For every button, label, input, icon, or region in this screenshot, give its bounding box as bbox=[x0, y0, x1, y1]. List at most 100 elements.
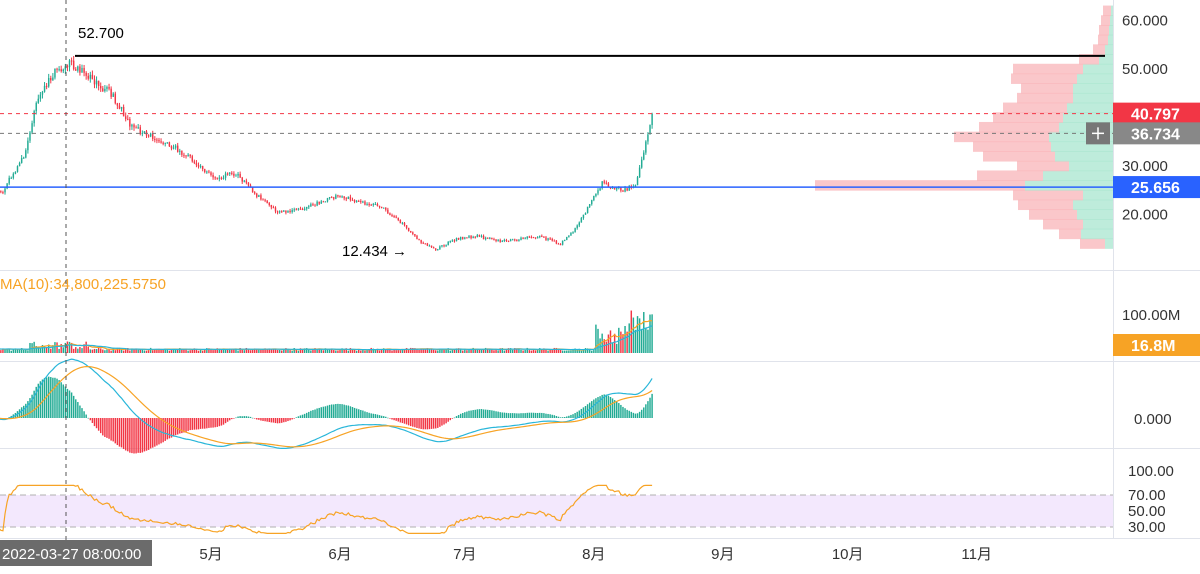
macd-histogram-bar bbox=[382, 416, 385, 418]
macd-histogram-bar bbox=[66, 388, 69, 418]
candle-body bbox=[226, 173, 229, 175]
candle-body bbox=[626, 188, 628, 191]
volume-bar bbox=[160, 348, 162, 353]
candle-body bbox=[624, 188, 626, 192]
macd-histogram-bar bbox=[47, 376, 50, 418]
macd-histogram-bar bbox=[434, 418, 437, 429]
candle-body bbox=[347, 196, 350, 199]
candle-body bbox=[2, 192, 4, 194]
candle-body bbox=[455, 237, 458, 242]
candle-body bbox=[237, 173, 239, 176]
volume-bar bbox=[114, 350, 117, 353]
macd-histogram-bar bbox=[253, 418, 256, 419]
candle-body bbox=[330, 197, 333, 199]
candle-body bbox=[507, 240, 510, 242]
candle-body bbox=[638, 167, 641, 178]
macd-histogram-bar bbox=[33, 390, 35, 418]
volume-profile-down-bar bbox=[993, 112, 1063, 123]
macd-histogram-bar bbox=[520, 413, 522, 418]
candle-body bbox=[611, 187, 614, 189]
candle-body bbox=[341, 196, 343, 198]
macd-histogram-bar bbox=[572, 414, 574, 418]
volume-bar bbox=[281, 350, 283, 353]
macd-histogram-bar bbox=[551, 414, 553, 418]
volume-bar bbox=[104, 350, 106, 353]
macd-histogram-bar bbox=[20, 407, 23, 418]
volume-bar bbox=[570, 350, 572, 353]
volume-bar bbox=[391, 350, 393, 353]
candle-body bbox=[366, 203, 368, 205]
macd-histogram-bar bbox=[351, 407, 354, 418]
candle-body bbox=[95, 80, 98, 85]
candle-body bbox=[133, 124, 135, 128]
candle-body bbox=[195, 162, 198, 166]
volume-bar bbox=[437, 350, 439, 353]
volume-bar bbox=[511, 349, 514, 353]
macd-histogram-bar bbox=[582, 407, 585, 418]
candle-body bbox=[320, 201, 323, 204]
candle-body bbox=[214, 177, 216, 179]
macd-histogram-bar bbox=[607, 395, 610, 418]
macd-histogram-bar bbox=[333, 404, 335, 418]
macd-histogram-bar bbox=[131, 418, 133, 454]
volume-profile-down-bar bbox=[977, 170, 1043, 181]
macd-histogram-bar bbox=[201, 418, 204, 429]
volume-bar bbox=[127, 348, 129, 353]
macd-histogram-bar bbox=[89, 418, 92, 421]
macd-histogram-bar bbox=[137, 418, 139, 453]
candle-body bbox=[318, 201, 320, 204]
candle-body bbox=[353, 200, 356, 202]
volume-bar bbox=[539, 348, 541, 353]
macd-histogram-bar bbox=[549, 414, 551, 418]
volume-bar bbox=[141, 349, 144, 353]
volume-bar bbox=[25, 349, 27, 353]
candle-body bbox=[574, 228, 576, 233]
candle-body bbox=[434, 248, 437, 250]
candle-body bbox=[222, 177, 225, 179]
macd-histogram-bar bbox=[566, 416, 568, 418]
candle-body bbox=[108, 87, 110, 89]
candle-body bbox=[355, 200, 358, 202]
volume-profile-up-bar bbox=[1073, 92, 1113, 104]
candle-body bbox=[27, 140, 29, 151]
candle-body bbox=[172, 147, 175, 149]
volume-bar bbox=[418, 349, 420, 353]
macd-histogram-bar bbox=[536, 412, 539, 418]
candle-body bbox=[85, 72, 87, 76]
volume-profile-up-bar bbox=[1077, 209, 1113, 220]
volume-bar bbox=[499, 348, 501, 353]
candle-body bbox=[106, 87, 108, 89]
volume-bar bbox=[174, 349, 177, 353]
volume-bar bbox=[376, 348, 379, 353]
candle-body bbox=[308, 206, 310, 208]
candle-body bbox=[295, 209, 298, 211]
volume-bar bbox=[530, 350, 533, 353]
candle-body bbox=[283, 210, 285, 212]
macd-histogram-bar bbox=[191, 418, 194, 430]
candle-body bbox=[395, 216, 397, 218]
volume-bar bbox=[643, 312, 645, 353]
volume-profile-down-bar bbox=[1103, 5, 1111, 17]
candle-body bbox=[420, 240, 422, 243]
candle-body bbox=[206, 171, 208, 173]
macd-histogram-bar bbox=[35, 386, 37, 418]
candle-body bbox=[220, 177, 223, 179]
volume-bar bbox=[6, 348, 8, 353]
candle-body bbox=[191, 156, 194, 162]
volume-bar bbox=[561, 350, 564, 353]
candle-body bbox=[116, 103, 119, 106]
macd-histogram-bar bbox=[553, 415, 556, 418]
volume-bar bbox=[403, 348, 406, 353]
macd-histogram-bar bbox=[451, 418, 454, 419]
candle-body bbox=[83, 68, 85, 73]
volume-bar bbox=[58, 348, 60, 353]
candle-body bbox=[588, 204, 591, 207]
candle-body bbox=[25, 150, 27, 158]
macd-histogram-bar bbox=[615, 401, 618, 418]
volume-bar bbox=[79, 347, 81, 353]
candle-body bbox=[457, 237, 460, 240]
volume-bar bbox=[457, 348, 460, 353]
volume-bar bbox=[249, 350, 252, 353]
